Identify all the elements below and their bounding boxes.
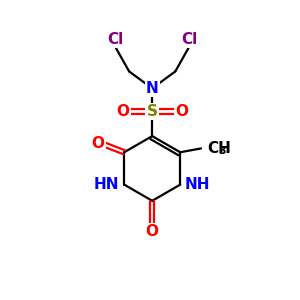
Text: N: N	[146, 81, 159, 96]
Text: O: O	[146, 224, 159, 239]
Text: HN: HN	[94, 177, 120, 192]
Text: O: O	[92, 136, 104, 151]
Text: O: O	[116, 104, 130, 119]
Text: Cl: Cl	[181, 32, 197, 46]
Text: 3: 3	[219, 146, 226, 156]
Text: Cl: Cl	[107, 32, 123, 46]
Text: NH: NH	[185, 177, 210, 192]
Text: O: O	[175, 104, 188, 119]
Text: CH: CH	[207, 141, 231, 156]
Text: S: S	[147, 104, 158, 119]
